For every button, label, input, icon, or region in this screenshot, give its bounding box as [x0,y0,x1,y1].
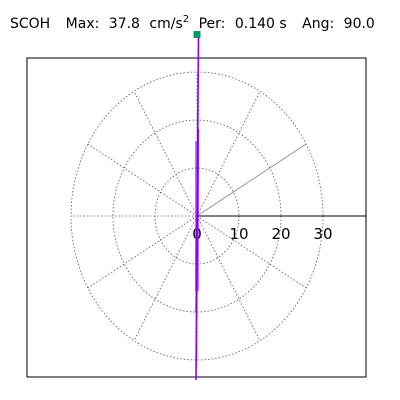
grid-spoke [87,215,198,289]
max-label: Max: [65,16,100,32]
max-unit-base: cm/s [149,16,183,32]
grid-spoke [196,91,261,217]
trace-core-band [195,141,199,291]
grid-spoke [133,215,198,341]
motion-trace [193,31,201,380]
per-label: Per: [198,16,226,32]
ang-label: Ang: [302,16,335,32]
radial-tick-label: 30 [313,225,332,243]
max-unit: cm/s2 [149,14,189,34]
radial-tick-label: 10 [229,225,248,243]
highlight-spoke [196,143,307,217]
grid-spoke [133,91,198,217]
radial-tick-label: 20 [271,225,290,243]
station-code: SCOH [10,16,51,32]
grid-spoke [87,143,198,217]
per-value: 0.140 s [234,16,287,32]
peak-marker [193,31,201,39]
plot-header: SCOH Max: 37.8 cm/s2 Per: 0.140 s Ang: 9… [10,14,375,34]
max-unit-exponent: 2 [182,14,190,25]
grid-spoke [196,215,307,289]
grid-spoke [196,215,261,341]
max-value: 37.8 [108,16,140,32]
ang-value: 90.0 [343,16,375,32]
